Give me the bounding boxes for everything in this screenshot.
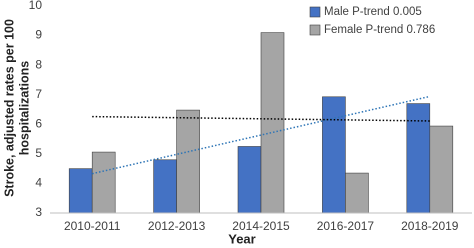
y-tick-label: 7 [35, 87, 42, 101]
x-tick-label: 2018-2019 [401, 219, 459, 233]
y-tick-label: 9 [35, 28, 42, 42]
x-tick-label: 2014-2015 [232, 219, 290, 233]
x-tick-label: 2010-2011 [64, 219, 121, 233]
bar [176, 109, 200, 214]
bar [237, 146, 262, 214]
bar [406, 103, 431, 214]
y-axis-title: Stroke, adjusted rates per 100 hospitali… [2, 19, 31, 197]
bar [345, 172, 369, 214]
legend-swatch [309, 24, 321, 36]
y-tick-label: 8 [35, 57, 42, 71]
y-tick-label: 4 [35, 176, 42, 190]
bar [68, 168, 93, 214]
bar [322, 96, 346, 214]
y-tick-label: 6 [35, 116, 42, 130]
bar [91, 151, 116, 214]
legend-swatch [309, 6, 321, 18]
bar [260, 32, 285, 214]
y-axis-title-line: Stroke, adjusted rates per 100 [2, 19, 16, 197]
x-tick-label: 2012-2013 [148, 219, 206, 233]
y-tick-label: 5 [35, 146, 42, 160]
bar [153, 159, 177, 214]
trend-line [92, 115, 430, 122]
y-tick-label: 10 [29, 0, 43, 12]
x-tick-label: 2016-2017 [317, 219, 375, 233]
legend-label: Female P-trend 0.786 [324, 24, 435, 36]
y-tick-label: 3 [35, 205, 42, 219]
legend-label: Male P-trend 0.005 [324, 6, 422, 18]
y-axis-title-line: hospitalizations [17, 61, 31, 156]
x-axis-title: Year [228, 231, 255, 246]
bar [429, 125, 454, 214]
